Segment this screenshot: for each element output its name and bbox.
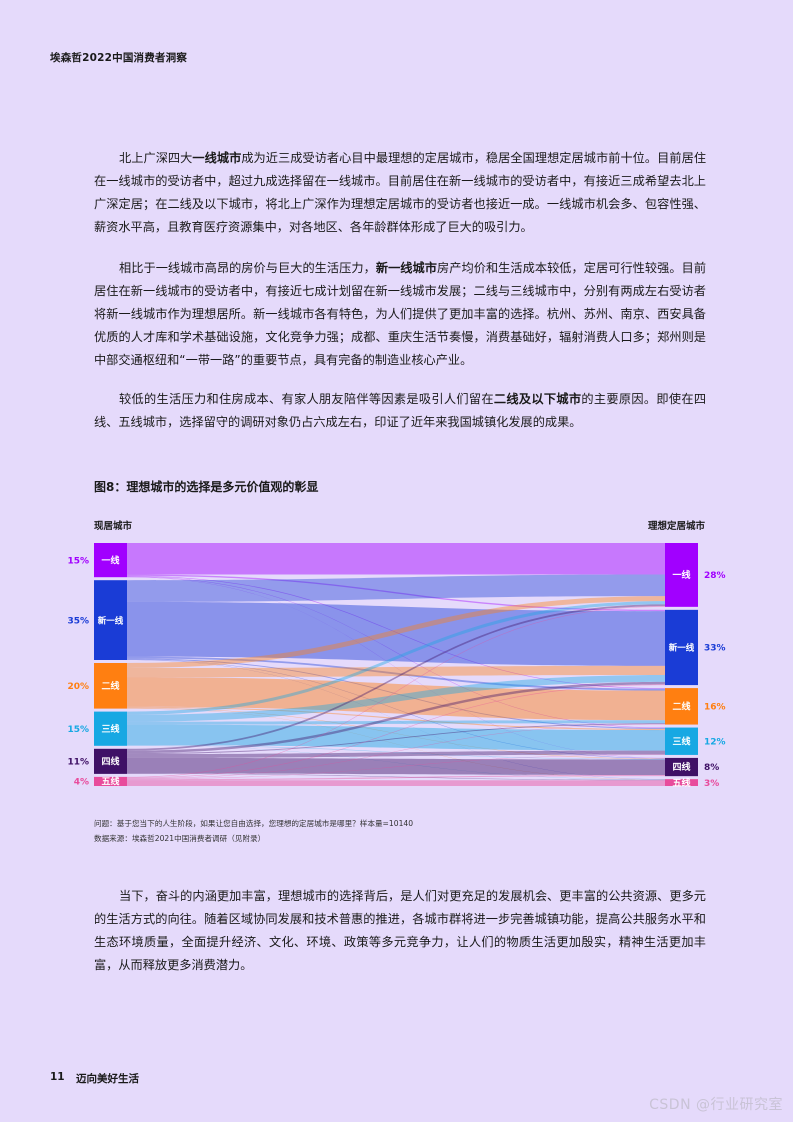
survey-question-note: 问题：基于您当下的人生阶段，如果让您自由选择，您理想的定居城市是哪里？样本量=1… [94,819,414,828]
paragraph-2: 相比于一线城市高昂的房价与巨大的生活压力，新一线城市房产均价和生活成本较低，定居… [94,257,706,372]
sankey-flow-5-4 [127,775,665,781]
paragraph-1-text-a: 北上广深四大 [119,151,193,165]
left-column-header: 现居城市 [94,521,133,532]
paragraph-4: 当下，奋斗的内涵更加丰富，理想城市的选择背后，是人们对更充足的发展机会、更丰富的… [94,885,706,977]
left-node-1 [94,580,127,660]
right-percent-label-2: 16% [704,703,726,713]
figure-title: 图8：理想城市的选择是多元价值观的彰显 [94,480,319,494]
sankey-flow-0-0 [127,543,665,575]
sankey-flow-1-4 [127,659,665,759]
sankey-flow-0-4 [127,576,665,759]
right-percent-label-3: 12% [704,737,726,747]
right-node-0 [665,543,698,607]
sankey-flow-2-4 [127,707,665,760]
left-node-label-4: 四线 [101,756,119,768]
sankey-flow-0-3 [127,576,665,729]
left-percent-label-4: 11% [67,758,89,768]
right-node-label-4: 四线 [672,761,690,773]
right-percent-label-5: 3% [704,779,719,789]
sankey-flow-4-4 [127,757,665,776]
right-node-label-5: 五线 [672,777,690,789]
sankey-flow-1-1 [127,601,665,666]
sankey-flow-1-2 [127,656,665,691]
right-node-label-0: 一线 [672,569,690,581]
sankey-flow-2-2 [127,677,665,721]
sankey-flow-4-0 [127,604,665,751]
sankey-flow-2-3 [127,706,665,731]
left-node-3 [94,711,127,746]
sankey-flow-1-0 [127,574,665,602]
paragraph-3-bold: 二线及以下城市 [493,392,582,406]
sankey-flow-0-2 [127,575,665,689]
left-percent-label-2: 20% [67,682,89,692]
left-node-label-1: 新一线 [98,615,124,626]
right-column-header: 理想定居城市 [648,521,706,532]
left-node-label-2: 二线 [101,680,119,692]
right-percent-label-1: 33% [704,644,726,654]
sankey-flow-3-3 [127,724,665,751]
paragraph-3: 较低的生活压力和住房成本、有家人朋友陪伴等因素是吸引人们留在二线及以下城市的主要… [94,388,706,434]
sankey-flow-0-1 [127,574,665,612]
sankey-flow-4-1 [127,681,665,754]
sankey-flow-5-0 [127,606,665,778]
sankey-flow-3-2 [127,720,665,725]
sankey-flow-5-5 [127,780,665,786]
sankey-flow-2-1 [127,665,665,678]
left-node-4 [94,748,127,774]
left-node-5 [94,776,127,786]
paragraph-1-text-b: 成为近三成受访者心目中最理想的定居城市，稳居全国理想定居城市前十位。目前居住在一… [94,151,707,234]
right-node-label-2: 二线 [672,701,690,713]
data-source-note: 数据来源：埃森哲2021中国消费者调研（见附录） [94,834,266,843]
right-node-1 [665,609,698,686]
left-node-2 [94,663,127,709]
watermark: CSDN @行业研究室 [649,1097,783,1113]
left-percent-label-1: 35% [67,616,89,626]
sankey-flow-3-5 [127,745,665,780]
right-node-4 [665,757,698,777]
sankey-flow-3-0 [127,601,665,715]
paragraph-2-bold: 新一线城市 [375,261,437,275]
left-node-0 [94,543,127,578]
sankey-flow-2-0 [127,596,665,669]
left-node-label-0: 一线 [101,554,119,566]
right-node-3 [665,727,698,755]
sankey-flow-4-2 [127,723,665,755]
sankey-flow-1-3 [127,658,665,729]
sankey-flow-5-2 [127,724,665,779]
page-number: 11 [50,1071,65,1083]
paragraph-3-text-b: 的主要原因。即使在四线、五线城市，选择留守的调研对象仍占六成左右，印证了近年来我… [94,392,707,429]
paragraph-1-bold: 一线城市 [192,151,242,165]
right-node-5 [665,779,698,786]
left-percent-label-3: 15% [67,725,89,735]
left-node-label-3: 三线 [101,723,119,735]
paragraph-1: 北上广深四大一线城市成为近三成受访者心目中最理想的定居城市，稳居全国理想定居城市… [94,147,706,239]
sankey-flow-2-5 [127,708,665,780]
paragraph-3-text-a: 较低的生活压力和住房成本、有家人朋友陪伴等因素是吸引人们留在 [119,392,494,406]
right-percent-label-4: 8% [704,763,719,773]
left-node-label-5: 五线 [101,776,119,788]
sankey-flow-3-1 [127,675,665,722]
left-percent-label-5: 4% [74,778,89,788]
paragraph-2-text-a: 相比于一线城市高昂的房价与巨大的生活压力， [119,261,376,275]
paragraph-4-text: 当下，奋斗的内涵更加丰富，理想城市的选择背后，是人们对更充足的发展机会、更丰富的… [94,889,706,972]
left-percent-label-0: 15% [67,556,89,566]
right-node-label-3: 三线 [672,735,690,747]
sankey-flow-3-4 [127,745,665,760]
sankey-flow-1-5 [127,659,665,780]
sankey-flow-4-5 [127,773,665,781]
paragraph-2-text-b: 房产均价和生活成本较低，定居可行性较强。目前居住在新一线城市的受访者中，有接近七… [94,261,707,367]
sankey-flows [127,543,665,786]
right-node-label-1: 新一线 [669,643,695,654]
footer-title: 迈向美好生活 [76,1073,139,1085]
sankey-flow-5-3 [127,754,665,780]
sankey-flow-5-1 [127,684,665,779]
right-percent-label-0: 28% [704,571,726,581]
sankey-flow-4-3 [127,750,665,758]
report-header: 埃森哲2022中国消费者洞察 [50,52,188,64]
right-node-2 [665,688,698,725]
